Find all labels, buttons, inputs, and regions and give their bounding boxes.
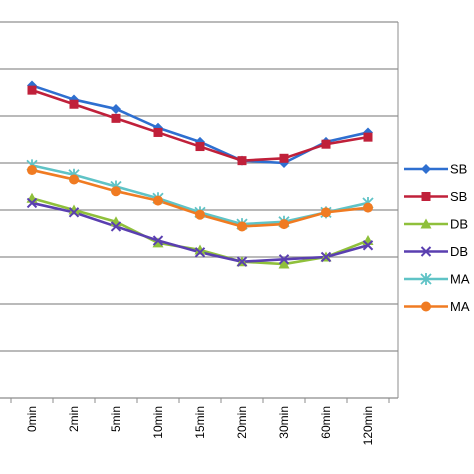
legend-label: MA <box>450 272 470 287</box>
legend-marker <box>421 164 431 174</box>
data-point <box>153 195 163 206</box>
series-markers <box>26 80 374 269</box>
legend-marker <box>421 301 431 312</box>
data-point <box>153 127 163 137</box>
legend: SB SB DB DB MA MA <box>404 162 470 314</box>
x-tick-label: 10min <box>151 406 165 439</box>
legend-marker <box>421 192 431 201</box>
series-lines <box>31 84 369 266</box>
data-point <box>27 85 37 95</box>
legend-label: DB <box>450 244 468 259</box>
data-point <box>69 174 79 185</box>
x-tick-label: 30min <box>277 406 291 439</box>
x-tick-label: 60min <box>319 406 333 439</box>
data-point <box>26 192 38 203</box>
legend-marker <box>420 218 432 229</box>
data-point <box>68 204 80 215</box>
data-point <box>279 219 289 230</box>
data-point <box>236 256 248 267</box>
x-tick-label: 5min <box>109 406 123 432</box>
data-point <box>69 99 79 109</box>
data-point <box>278 258 290 269</box>
data-point <box>111 186 121 197</box>
data-point <box>237 156 247 166</box>
x-tick-label: 0min <box>25 406 39 432</box>
data-point <box>278 254 290 265</box>
legend-label: MA <box>450 299 470 314</box>
legend-label: SB <box>450 189 467 204</box>
legend-label: SB <box>450 162 467 177</box>
data-point <box>279 153 289 163</box>
data-point <box>237 221 247 232</box>
x-axis-tick-labels: 0min 2min 5min 10min 15min 20min 30min 60min 120… <box>10 398 390 445</box>
data-point <box>68 207 80 218</box>
data-point <box>111 103 121 114</box>
data-point <box>362 240 374 251</box>
data-point <box>321 207 331 218</box>
legend-marker <box>420 273 432 285</box>
legend-marker <box>420 246 432 257</box>
data-point <box>320 251 332 263</box>
data-point <box>27 165 37 176</box>
data-point <box>321 139 331 149</box>
data-point <box>362 235 374 246</box>
data-point <box>152 235 164 246</box>
legend-label: DB <box>450 217 468 232</box>
series-line-1 <box>31 84 369 165</box>
x-tick-label: 2min <box>67 406 81 432</box>
data-point <box>363 202 373 213</box>
x-tick-label: 15min <box>193 406 207 439</box>
data-point <box>195 142 205 152</box>
x-tick-label: 120min <box>361 406 375 445</box>
data-point <box>363 132 373 142</box>
data-point <box>111 113 121 123</box>
x-tick-label: 20min <box>235 406 249 439</box>
data-point <box>110 221 122 232</box>
data-point <box>195 209 205 220</box>
data-point <box>194 244 206 255</box>
data-point <box>152 237 164 248</box>
data-point <box>194 247 206 258</box>
data-point <box>26 197 38 209</box>
